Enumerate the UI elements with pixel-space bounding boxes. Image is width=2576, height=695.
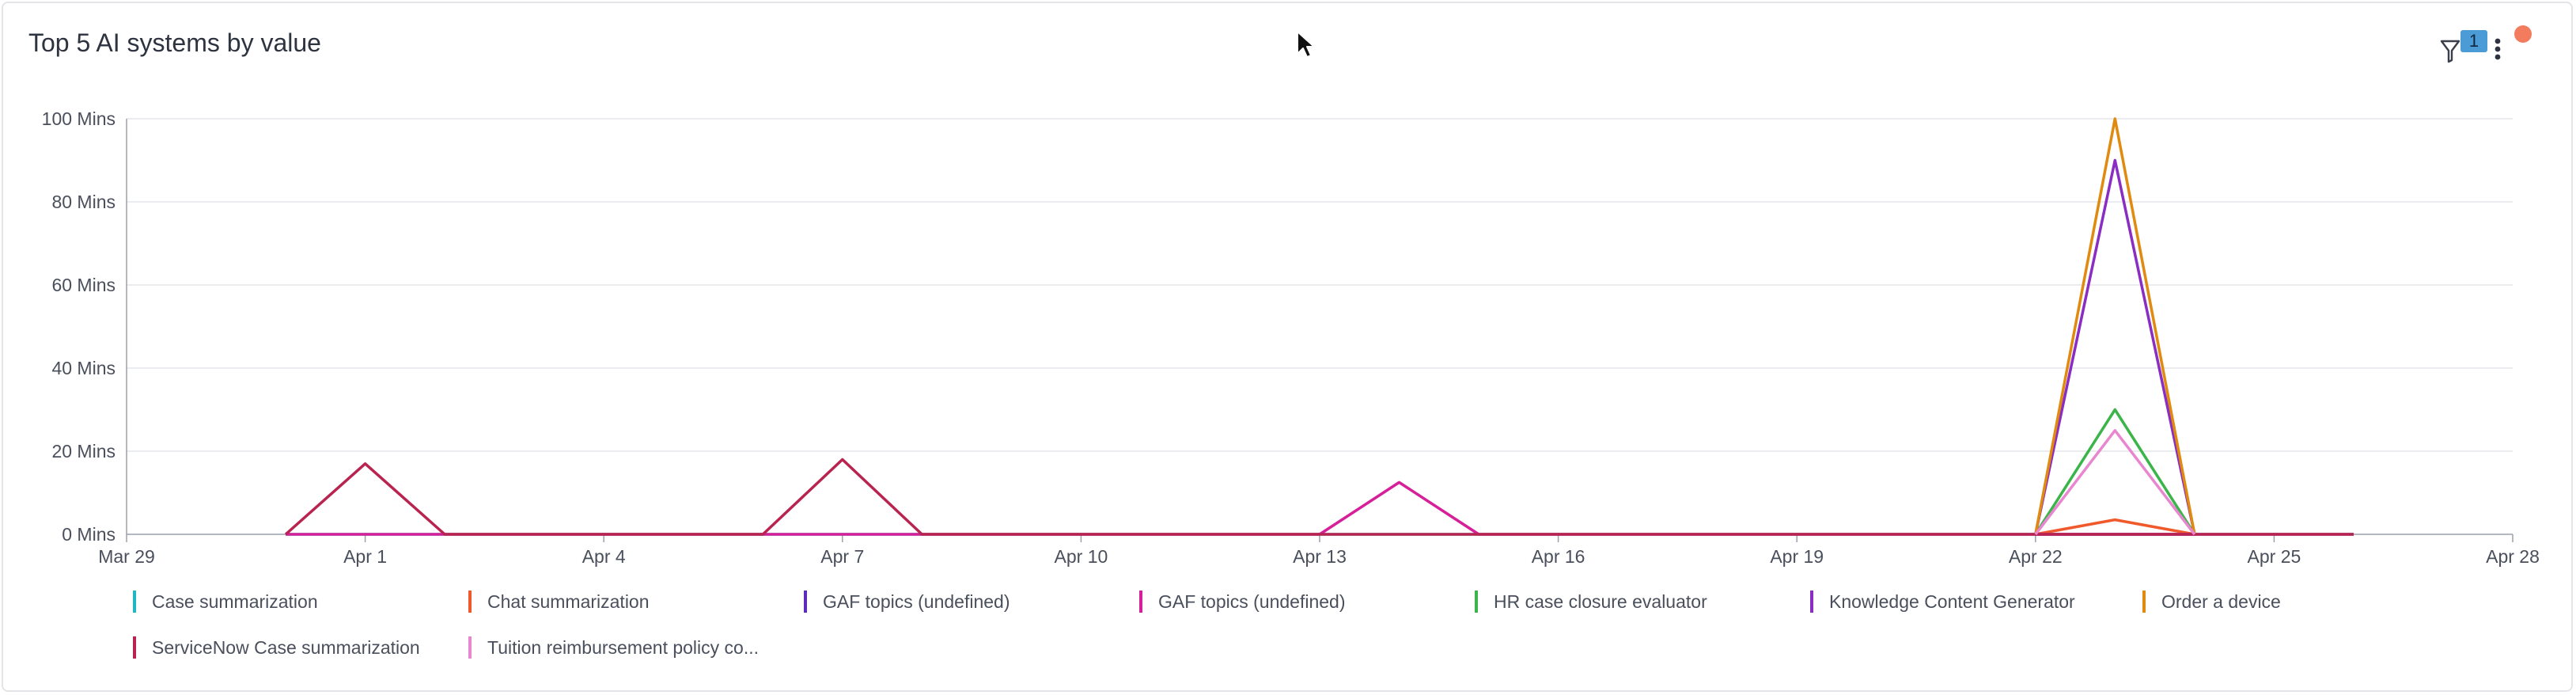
legend-label: Case summarization [152,591,318,612]
x-tick-label: Apr 16 [1532,546,1585,567]
x-tick-label: Apr 28 [2486,546,2540,567]
series-line-5 [2034,408,2196,535]
series-line-7 [2034,117,2196,535]
notification-dot-icon [2514,25,2532,43]
series-line-8 [284,458,2354,536]
x-tick-label: Apr 4 [582,546,626,567]
x-tick-label: Apr 1 [343,546,387,567]
filter-count-badge: 1 [2460,30,2487,52]
y-tick-label: 40 Mins [51,358,116,378]
more-vertical-icon [2495,38,2501,60]
line-chart: 0 Mins 20 Mins 40 Mins 60 Mins 80 Mins 100 Mi… [42,108,2540,567]
legend-label: Knowledge Content Generator [1829,591,2075,612]
legend-label: GAF topics (undefined) [1158,591,1346,612]
legend-swatch [1475,591,1478,613]
x-tick-label: Apr 10 [1055,546,1108,567]
y-tick-label: 60 Mins [51,275,116,295]
legend-swatch [468,636,472,659]
legend-swatch [1139,591,1142,613]
legend-label: GAF topics (undefined) [823,591,1010,612]
more-options-button[interactable] [2486,30,2510,66]
y-tick-label: 20 Mins [51,441,116,461]
mouse-cursor-icon [1297,31,1315,58]
y-tick-label: 80 Mins [51,192,116,212]
y-tick-label: 100 Mins [42,108,116,129]
x-tick-label: Apr 19 [1770,546,1824,567]
legend-swatch [804,591,807,613]
legend-label: HR case closure evaluator [1494,591,1707,612]
legend-label: Tuition reimbursement policy co... [487,637,760,658]
series-line-9 [2034,429,2196,536]
series-line-6 [2034,158,2196,535]
filter-icon [2440,40,2460,63]
x-tick-label: Apr 25 [2248,546,2301,567]
card-toolbar: 1 [2429,21,2540,68]
chart-title: Top 5 AI systems by value [28,28,321,57]
legend-swatch [1810,591,1813,613]
legend-swatch [468,591,472,613]
filter-button[interactable]: 1 [2437,30,2487,66]
legend-label: ServiceNow Case summarization [152,637,420,658]
x-tick-label: Mar 29 [98,546,155,567]
legend-swatch [2142,591,2146,613]
series-line-2 [2035,518,2195,536]
legend-swatch [133,591,136,613]
legend-label: Chat summarization [487,591,650,612]
x-tick-label: Apr 7 [820,546,864,567]
y-tick-label: 0 Mins [62,524,116,545]
legend-swatch [133,636,136,659]
legend-label: Order a device [2161,591,2281,612]
x-tick-label: Apr 22 [2009,546,2063,567]
x-tick-label: Apr 13 [1293,546,1347,567]
